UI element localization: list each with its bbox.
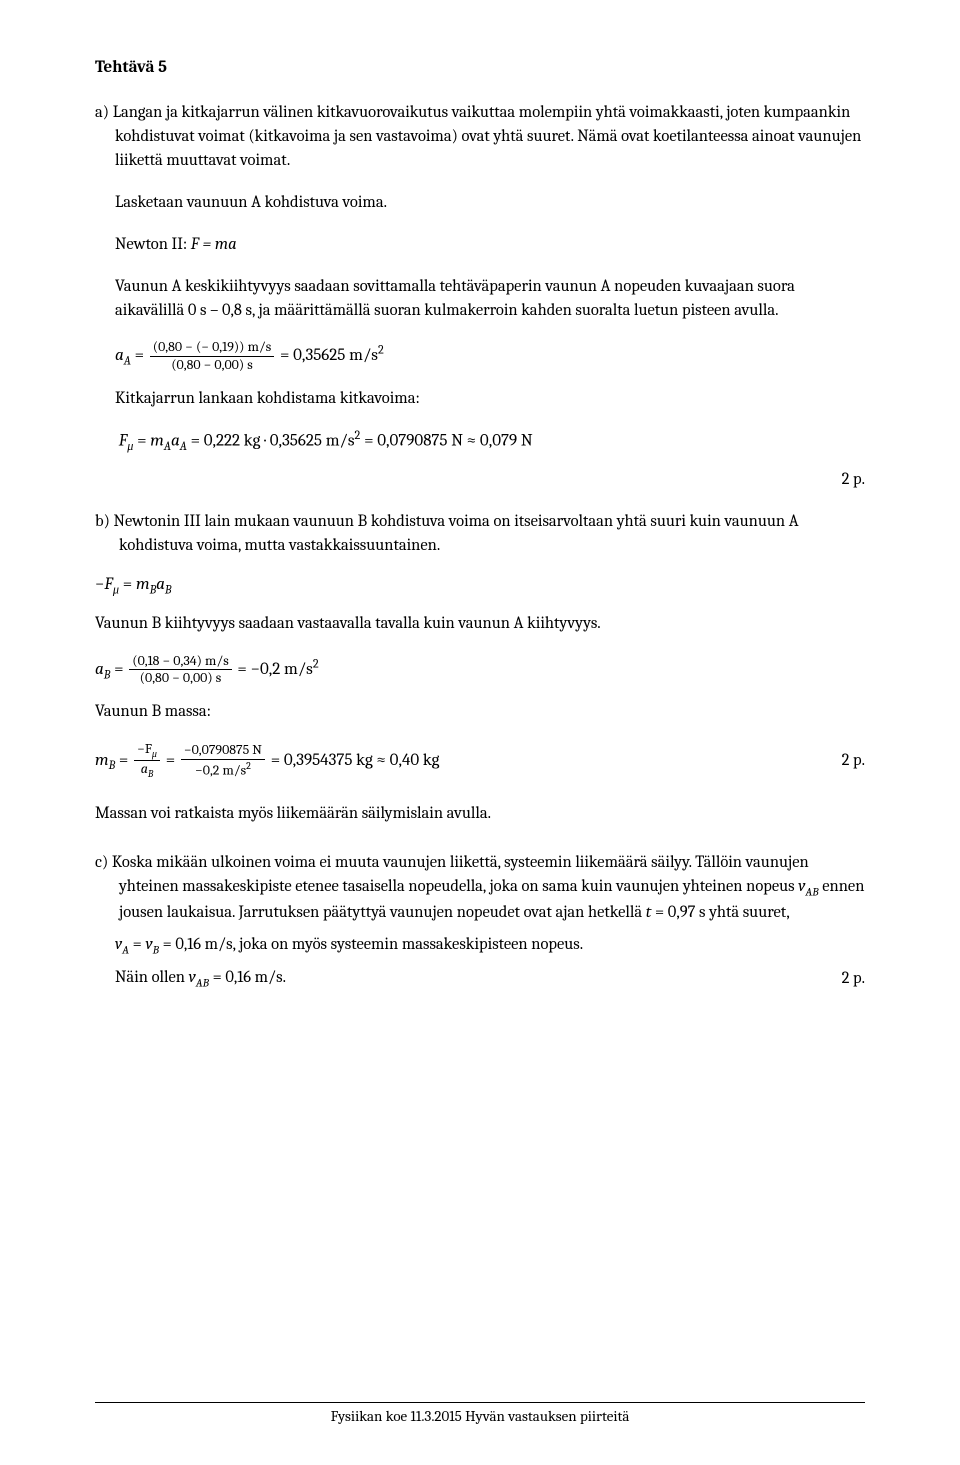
aA-sub: A bbox=[124, 355, 131, 369]
mB-num1: −F bbox=[137, 741, 152, 757]
mB-frac2: −0,0790875 N −0,2 m/s2 bbox=[181, 743, 265, 778]
c1a: c) Koska mikään ulkoinen voima ei muuta … bbox=[95, 853, 809, 896]
aB-num: (0,18 − 0,34) m/s bbox=[129, 654, 231, 670]
para-c2: vA = vB = 0,16 m/s, joka on myös systeem… bbox=[95, 933, 865, 959]
c1c: = 0,97 s yhtä suuret, bbox=[651, 903, 789, 922]
aB-frac: (0,18 − 0,34) m/s (0,80 − 0,00) s bbox=[129, 654, 231, 686]
title: Tehtävä 5 bbox=[95, 58, 865, 77]
para-b2: Vaunun B kiihtyvyys saadaan vastaavalla … bbox=[95, 612, 865, 636]
a3-pre: Newton II: bbox=[115, 235, 191, 254]
eq-aA: aA = (0,80 − (− 0,19)) m/s (0,80 − 0,00)… bbox=[95, 340, 865, 372]
eq-mB: mB = −Fμ aB = −0,0790875 N −0,2 m/s2 = 0… bbox=[95, 742, 865, 780]
para-a5: Kitkajarrun lankaan kohdistama kitkavoim… bbox=[95, 387, 865, 411]
Fmu-res: = 0,0790875 N ≈ 0,079 N bbox=[364, 431, 533, 450]
mB-frac1: −Fμ aB bbox=[134, 742, 160, 780]
para-c3: Näin ollen vAB = 0,16 m/s. 2 p. bbox=[95, 966, 865, 992]
mB-num2: −0,0790875 N bbox=[181, 743, 265, 759]
page: Tehtävä 5 a) Langan ja kitkajarrun välin… bbox=[0, 0, 960, 1465]
mB-den1: a bbox=[141, 761, 148, 777]
aA-res: = 0,35625 m/s bbox=[280, 347, 378, 366]
footer: Fysiikan koe 11.3.2015 Hyvän vastauksen … bbox=[95, 1402, 865, 1425]
para-a3: Newton II: F = ma bbox=[95, 233, 865, 257]
pts-c-val: 2 p. bbox=[812, 967, 865, 991]
mB-den2: −0,2 m/s bbox=[195, 763, 246, 779]
para-a2: Lasketaan vaunuun A kohdistuva voima. bbox=[95, 191, 865, 215]
aA-num: (0,80 − (− 0,19)) m/s bbox=[150, 340, 274, 356]
para-c1: c) Koska mikään ulkoinen voima ei muuta … bbox=[95, 851, 865, 924]
c3b: = 0,16 m/s. bbox=[209, 968, 286, 987]
pts-b-val: 2 p. bbox=[812, 751, 865, 770]
eq-negFmu: −Fμ = mBaB bbox=[95, 575, 865, 597]
para-b3: Vaunun B massa: bbox=[95, 700, 865, 724]
mB-res: = 0,3954375 kg ≈ 0,40 kg bbox=[271, 751, 440, 770]
eq-aB: aB = (0,18 − 0,34) m/s (0,80 − 0,00) s =… bbox=[95, 654, 865, 686]
pts-a-val: 2 p. bbox=[812, 468, 865, 492]
para-b1: b) Newtonin III lain mukaan vaunuun B ko… bbox=[95, 510, 865, 558]
para-a1: a) Langan ja kitkajarrun välinen kitkavu… bbox=[95, 101, 865, 173]
aB-res: = −0,2 m/s bbox=[237, 660, 312, 679]
Fmu-eq: = 0,222 kg · 0,35625 m/s bbox=[191, 431, 355, 450]
c3a: Näin ollen bbox=[115, 968, 189, 987]
aA-lhs: a bbox=[115, 347, 124, 366]
aA-den: (0,80 − 0,00) s bbox=[150, 356, 274, 373]
eq-Fmu: Fμ = mAaA = 0,222 kg · 0,35625 m/s2 = 0,… bbox=[95, 429, 865, 454]
aA-frac: (0,80 − (− 0,19)) m/s (0,80 − 0,00) s bbox=[150, 340, 274, 372]
para-a4: Vaunun A keskikiihtyvyys saadaan sovitta… bbox=[95, 275, 865, 323]
a3-eq: F = ma bbox=[191, 235, 237, 254]
para-b4: Massan voi ratkaista myös liikemäärän sä… bbox=[95, 802, 865, 826]
aB-den: (0,80 − 0,00) s bbox=[129, 669, 231, 686]
c2a: = 0,16 m/s, joka on myös systeemin massa… bbox=[159, 935, 583, 954]
pts-a: 2 p. bbox=[95, 468, 865, 492]
